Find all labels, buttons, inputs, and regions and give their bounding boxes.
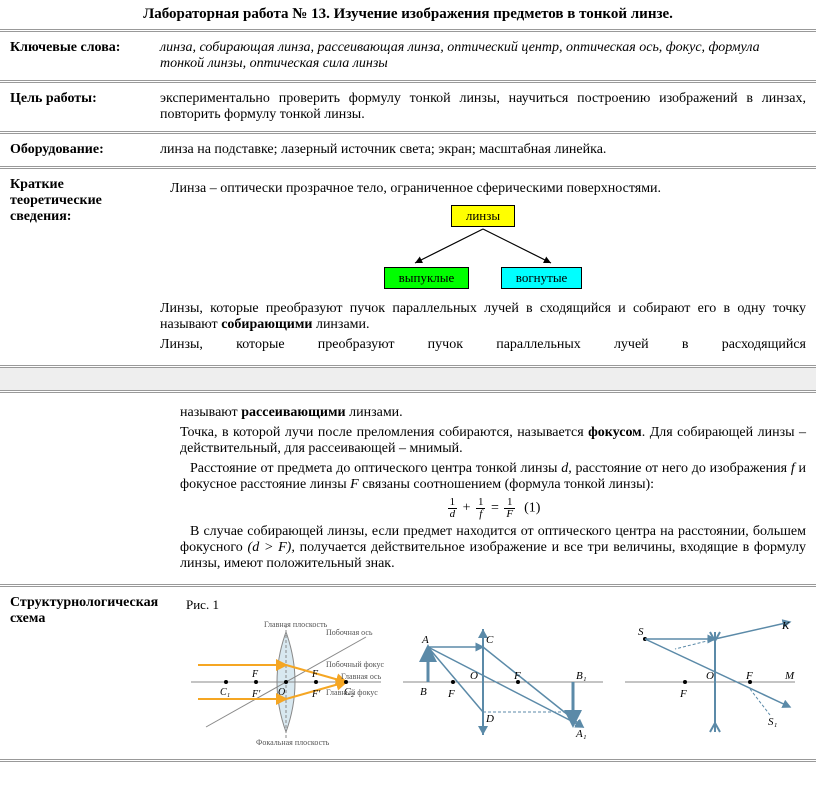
diagram-arrows-icon: [353, 227, 613, 267]
theory-label: Краткие теоретические сведения:: [0, 168, 150, 367]
fig1-label: Рис. 1: [186, 597, 806, 613]
lens-formula: 1d + 1f = 1F (1): [180, 497, 806, 520]
diagram-top-box: линзы: [451, 205, 515, 227]
svg-text:F: F: [251, 669, 259, 680]
keywords-label: Ключевые слова:: [0, 31, 150, 82]
svg-text:O: O: [278, 687, 285, 698]
theory-p5: Расстояние от предмета до оптического це…: [180, 461, 806, 493]
figure-1-lens-icon: C₁ C₂ O F F F′ F′ Главная плоскость Побо…: [186, 617, 386, 747]
theory-p3: называют рассеивающими линзами.: [180, 405, 806, 421]
svg-text:O: O: [470, 670, 478, 682]
svg-text:F: F: [447, 688, 455, 700]
svg-text:B: B: [420, 686, 427, 698]
svg-text:A: A: [421, 634, 429, 646]
svg-text:K: K: [781, 620, 790, 632]
document-table-2: называют рассеивающими линзами. Точка, в…: [0, 390, 816, 762]
theory-p6: В случае собирающей линзы, если предмет …: [180, 524, 806, 572]
svg-text:Побочный фокус: Побочный фокус: [326, 660, 385, 669]
equipment-label: Оборудование:: [0, 133, 150, 168]
svg-text:C: C: [486, 634, 494, 646]
svg-text:F′: F′: [311, 689, 321, 700]
keywords-text: линза, собирающая линза, рассеивающая ли…: [150, 31, 816, 82]
theory-p4: Точка, в которой лучи после преломления …: [180, 425, 806, 457]
figure-2-raydiagram-icon: A B C D O F F B₁ A₁: [398, 617, 608, 747]
svg-text:Главный фокус: Главный фокус: [326, 688, 378, 697]
lens-types-diagram: линзы выпуклые вогнутые: [160, 205, 806, 289]
theory-continued-label: [0, 392, 170, 586]
svg-text:M: M: [784, 670, 795, 682]
svg-text:Главная плоскость: Главная плоскость: [264, 620, 328, 629]
svg-text:C₁: C₁: [220, 687, 230, 698]
svg-text:F: F: [679, 688, 687, 700]
theory-cell: Линза – оптически прозрачное тело, огран…: [150, 168, 816, 367]
svg-text:Побочная ось: Побочная ось: [326, 628, 373, 637]
equipment-text: линза на подставке; лазерный источник св…: [150, 133, 816, 168]
svg-text:F: F: [311, 669, 319, 680]
svg-text:F′: F′: [251, 689, 261, 700]
svg-text:B₁: B₁: [576, 670, 587, 682]
svg-text:D: D: [485, 713, 494, 725]
svg-text:F: F: [745, 670, 753, 682]
svg-text:F: F: [513, 670, 521, 682]
svg-text:A₁: A₁: [575, 728, 587, 740]
diagram-right-box: вогнутые: [501, 267, 583, 289]
theory-continued-cell: называют рассеивающими линзами. Точка, в…: [170, 392, 816, 586]
svg-text:S: S: [638, 626, 644, 638]
scheme-label: Структурнологическая схема: [0, 586, 170, 761]
document-table: Ключевые слова: линза, собирающая линза,…: [0, 29, 816, 368]
diagram-left-box: выпуклые: [384, 267, 470, 289]
theory-p2: Линзы, которые преобразуют пучок паралле…: [160, 337, 806, 353]
scheme-cell: Рис. 1: [170, 586, 816, 761]
theory-p1: Линзы, которые преобразуют пучок паралле…: [160, 301, 806, 333]
svg-text:Главная ось: Главная ось: [341, 672, 382, 681]
svg-text:Фокальная плоскость: Фокальная плоскость: [256, 738, 330, 747]
section-gap: [0, 368, 816, 390]
goal-label: Цель работы:: [0, 82, 150, 133]
figure-3-raydiagram-icon: S K M O F F S₁: [620, 617, 800, 747]
page-title: Лабораторная работа № 13. Изучение изобр…: [0, 0, 816, 29]
svg-text:O: O: [706, 670, 714, 682]
svg-text:S₁: S₁: [768, 716, 778, 728]
theory-intro: Линза – оптически прозрачное тело, огран…: [160, 181, 806, 197]
goal-text: экспериментально проверить формулу тонко…: [150, 82, 816, 133]
